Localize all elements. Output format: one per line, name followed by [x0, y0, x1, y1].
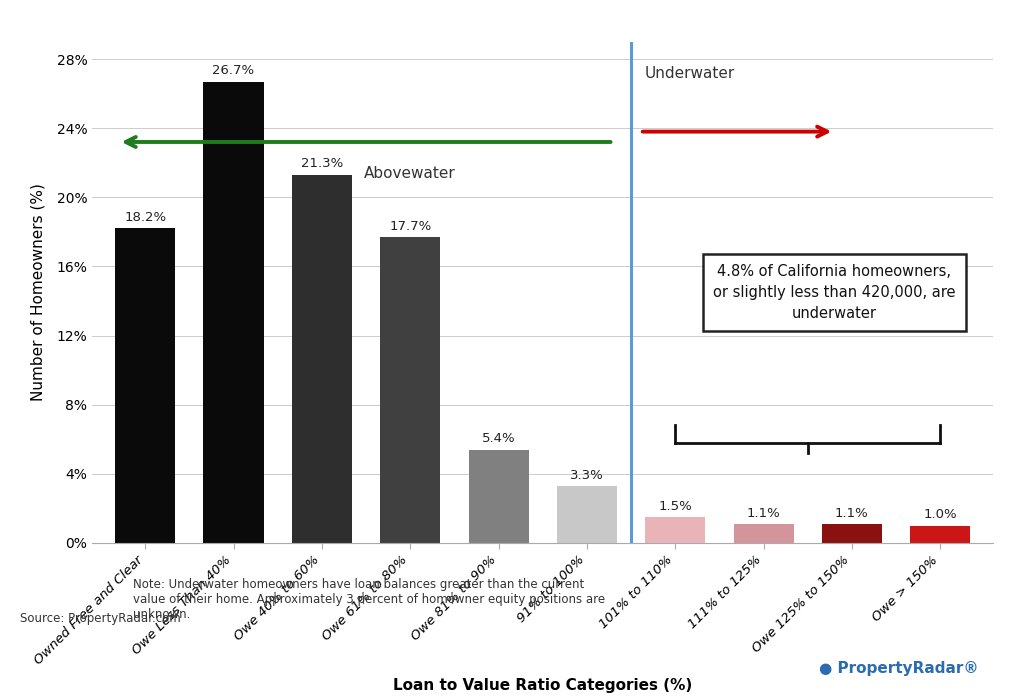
Bar [115, 228, 175, 543]
Text: 1.5%: 1.5% [658, 500, 692, 513]
Text: 26.7%: 26.7% [212, 64, 255, 77]
Bar [204, 81, 263, 543]
Text: 1.1%: 1.1% [835, 507, 868, 519]
Bar [292, 175, 352, 543]
Text: 3.3%: 3.3% [570, 468, 604, 482]
Text: 17.7%: 17.7% [389, 220, 431, 232]
Text: 1.0%: 1.0% [924, 508, 957, 521]
Text: Underwater: Underwater [644, 66, 734, 81]
Bar [557, 486, 616, 543]
Text: Source: PropertyRadar.com: Source: PropertyRadar.com [20, 612, 181, 626]
Text: 18.2%: 18.2% [124, 211, 166, 224]
Text: Abovewater: Abovewater [365, 166, 456, 181]
Text: Note: Underwater homeowners have loan balances greater than the current
value of: Note: Underwater homeowners have loan ba… [133, 578, 605, 621]
Bar [910, 525, 971, 543]
Text: ● PropertyRadar®: ● PropertyRadar® [819, 661, 979, 677]
Text: 5.4%: 5.4% [481, 432, 515, 445]
Y-axis label: Number of Homeowners (%): Number of Homeowners (%) [31, 183, 45, 402]
Bar [822, 524, 882, 543]
Text: 21.3%: 21.3% [301, 157, 343, 171]
Bar [469, 450, 528, 543]
X-axis label: Loan to Value Ratio Categories (%): Loan to Value Ratio Categories (%) [393, 678, 692, 693]
Bar [380, 237, 440, 543]
Text: 1.1%: 1.1% [746, 507, 780, 519]
Bar [733, 524, 794, 543]
Text: 4.8% of California homeowners,
or slightly less than 420,000, are
underwater: 4.8% of California homeowners, or slight… [713, 264, 955, 321]
Bar [645, 517, 706, 543]
